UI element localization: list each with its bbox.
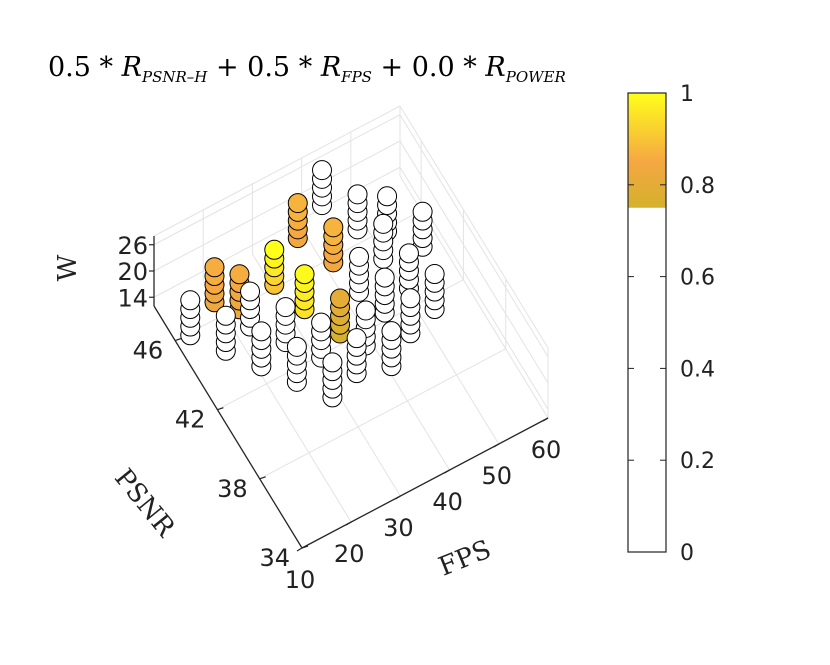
y-tick-label-42: 42 (175, 406, 206, 434)
point-2-4 (251, 321, 272, 342)
y-tick-38 (259, 476, 266, 480)
y-tick-34 (301, 545, 309, 549)
grid-right-z-26 (399, 114, 549, 358)
colorbar-tick-label-0.4: 0.4 (680, 357, 715, 382)
colorbar: 0 0.2 0.4 0.6 0.8 1 (627, 82, 715, 566)
grid-floor-y-42 (217, 279, 464, 411)
y-tick-label-38: 38 (217, 475, 248, 503)
point-19-4 (374, 267, 395, 288)
y-tick-42 (217, 407, 224, 411)
grid-back-z-20 (153, 140, 401, 272)
x-tick-label-50: 50 (482, 462, 513, 490)
grid-right-z-20 (399, 140, 549, 384)
x-tick-60 (542, 417, 549, 422)
z-tick-label-26: 26 (117, 232, 148, 260)
point-15-4 (381, 321, 402, 342)
x-tick-label-10: 10 (285, 566, 316, 594)
grid-back-z-26 (153, 114, 401, 246)
data-points (180, 160, 445, 408)
point-18-4 (349, 246, 370, 267)
y-tick-46 (174, 338, 182, 342)
point-21-4 (312, 160, 333, 181)
title-plus-1: + (215, 52, 239, 83)
z-axis-label: W (53, 254, 83, 281)
colorbar-gradient-band (628, 93, 666, 208)
x-tick-label-40: 40 (432, 488, 463, 516)
point-11-4 (264, 239, 285, 260)
title-term-1: 0.5 * RPSNR–H (48, 52, 208, 86)
z-tick-label-20: 20 (117, 258, 148, 286)
x-axis-label: FPS (435, 535, 496, 583)
x-tick-20 (345, 521, 352, 526)
x-tick-label-20: 20 (334, 540, 365, 568)
colorbar-frame (627, 92, 667, 553)
point-20-4 (400, 288, 421, 309)
y-axis-label: PSNR (108, 463, 181, 543)
x-tick-40 (444, 469, 450, 474)
point-7-4 (275, 297, 296, 318)
x-tick-label-60: 60 (531, 436, 562, 464)
colorbar-tick-label-0.2: 0.2 (680, 449, 715, 474)
colorbar-tick-label-0.6: 0.6 (680, 266, 715, 291)
title-plus-2: + (380, 52, 404, 83)
colorbar-tick-label-0.8: 0.8 (680, 174, 715, 199)
title-term-2: 0.5 * RFPS (247, 52, 372, 86)
point-10-4 (229, 264, 250, 285)
point-6-4 (240, 281, 261, 302)
point-9-4 (346, 328, 367, 349)
title-term-3: 0.0 * RPOWER (411, 52, 566, 86)
point-27-4 (412, 201, 433, 222)
point-1-4 (215, 305, 236, 326)
x-tick-10 (296, 547, 303, 552)
point-25-4 (424, 264, 445, 285)
point-3-4 (286, 336, 307, 357)
y-tick-label-46: 46 (133, 337, 164, 365)
point-5-4 (204, 257, 225, 278)
box-top-back (153, 105, 401, 237)
point-26-4 (377, 186, 398, 207)
x-tick-label-30: 30 (383, 514, 414, 542)
point-12-4 (294, 264, 315, 285)
x-tick-50 (493, 443, 500, 448)
y-tick-label-34: 34 (259, 544, 290, 572)
point-8-4 (311, 312, 332, 333)
box-top-right (399, 105, 549, 349)
colorbar-tick-label-0: 0 (680, 541, 694, 566)
grid-floor-y-38 (259, 348, 506, 480)
point-16-4 (287, 193, 308, 214)
point-24-4 (398, 243, 419, 264)
z-tick-label-14: 14 (117, 284, 148, 312)
point-17-4 (323, 217, 344, 238)
x-tick-30 (395, 495, 401, 500)
chart-title: 0.5 * RPSNR–H + 0.5 * RFPS + 0.0 * RPOWE… (48, 52, 628, 96)
point-23-4 (373, 213, 394, 234)
point-4-4 (322, 352, 343, 373)
point-22-4 (347, 184, 368, 205)
colorbar-tick-label-1: 1 (680, 82, 694, 107)
x-axis-line (301, 417, 549, 549)
point-14-4 (355, 300, 376, 321)
point-13-4 (330, 288, 351, 309)
y-axis-line (153, 305, 303, 549)
point-0-4 (180, 290, 201, 311)
